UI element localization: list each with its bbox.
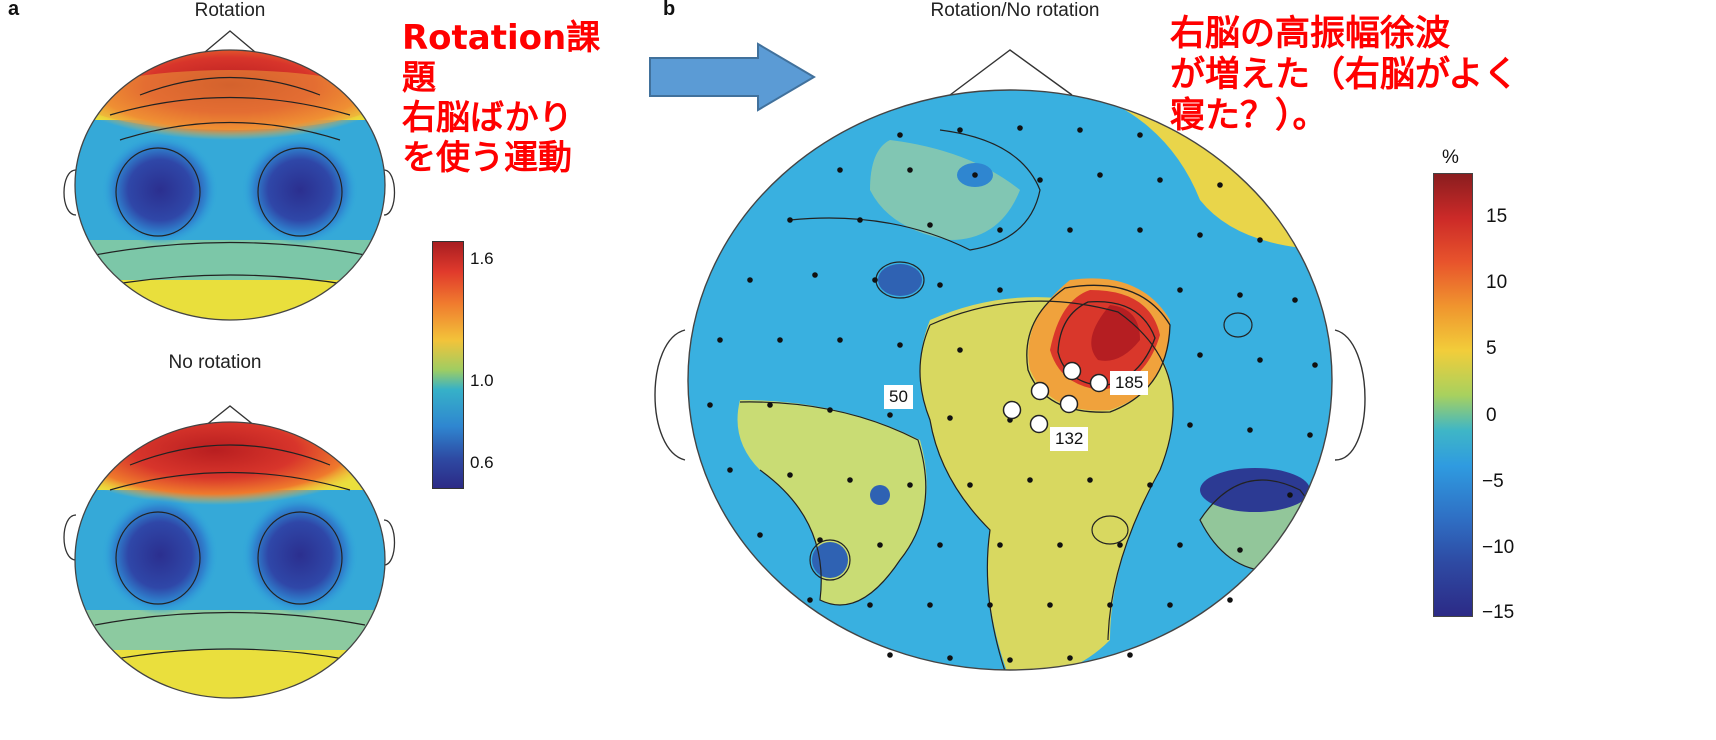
panel-a-bottom-title: No rotation [168, 352, 262, 373]
panel-b-tick-0: 0 [1486, 405, 1497, 426]
panel-b-tick-10: 10 [1486, 272, 1508, 293]
annotation-left-line-1: Rotation課 [402, 18, 601, 58]
electrode-label-50: 50 [884, 385, 913, 409]
topomap-rotation [63, 30, 396, 321]
annotation-right: 右脳の高振幅徐波 が増えた（右脳がよく 寝た？）。 [1170, 14, 1518, 137]
panel-b-title: Rotation/No rotation [930, 0, 1100, 21]
panel-a-tick-1-6: 1.6 [470, 249, 494, 268]
annotation-right-line-2: が増えた（右脳がよく [1170, 54, 1519, 95]
annotation-left-line-4: を使う運動 [402, 138, 572, 179]
annotation-right-line-3: 寝た？）。 [1170, 95, 1328, 136]
panel-a-tick-1-0: 1.0 [470, 371, 494, 390]
panel-b-tick-minus-15: −15 [1482, 602, 1515, 623]
topomap-no-rotation [63, 405, 396, 699]
panel-a-colorbar [432, 241, 464, 489]
annotation-left-line-3: 右脳ばかり [402, 98, 573, 139]
panel-a-label: a [8, 0, 20, 20]
panel-b-colorbar [1433, 173, 1473, 617]
panel-b-tick-15: 15 [1486, 206, 1508, 227]
panel-a-tick-0-6: 0.6 [470, 453, 494, 472]
electrode-label-185: 185 [1110, 371, 1149, 395]
panel-b-tick-minus-5: −5 [1482, 471, 1504, 492]
annotation-left: Rotation課 題 右脳ばかり を使う運動 [402, 18, 600, 178]
topomap-difference [654, 49, 1366, 671]
right-arrow-icon [649, 42, 816, 112]
annotation-left-line-2: 題 [402, 58, 436, 99]
panel-a-top-title: Rotation [194, 0, 266, 21]
electrode-label-132: 132 [1050, 427, 1089, 451]
panel-b-tick-5: 5 [1486, 338, 1497, 359]
panel-b-tick-minus-10: −10 [1482, 537, 1515, 558]
panel-b-colorbar-unit: % [1442, 147, 1459, 168]
panel-b-label: b [663, 0, 676, 20]
annotation-right-line-1: 右脳の高振幅徐波 [1170, 14, 1451, 54]
